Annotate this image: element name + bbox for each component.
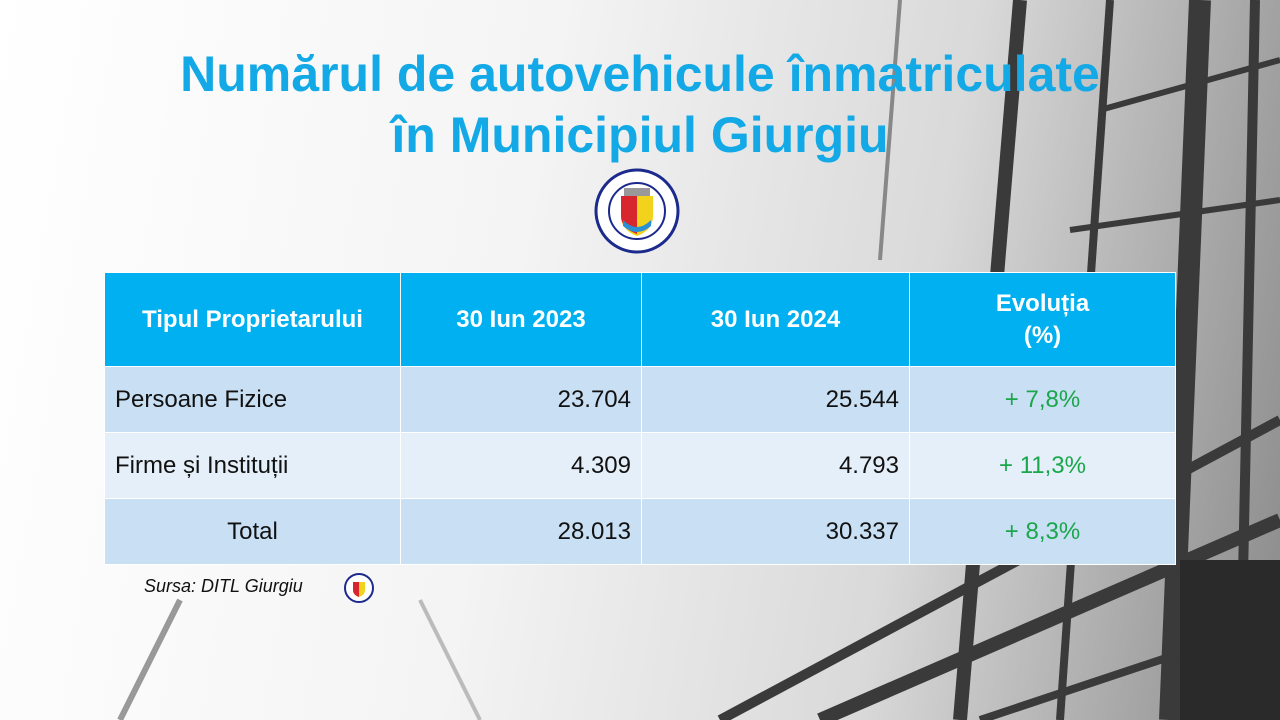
table-row: Persoane Fizice 23.704 25.544 + 7,8% [104,366,1176,433]
table-header-row: Tipul Proprietarului 30 Iun 2023 30 Iun … [104,272,1176,367]
value-2023: 28.013 [400,498,642,565]
page-title-line1: Numărul de autovehicule înmatriculate [180,46,1100,102]
value-2023: 23.704 [400,366,642,433]
header-evolution-unit: (%) [1023,321,1062,349]
table-row-total: Total 28.013 30.337 + 8,3% [104,498,1176,565]
header-2023: 30 Iun 2023 [400,272,642,367]
header-2024: 30 Iun 2024 [641,272,910,367]
value-2024: 30.337 [641,498,910,565]
table-row: Firme și Instituții 4.309 4.793 + 11,3% [104,432,1176,499]
value-2024: 4.793 [641,432,910,499]
owner-type: Firme și Instituții [104,432,401,499]
value-2024: 25.544 [641,366,910,433]
page-title-line2: în Municipiul Giurgiu [391,107,889,163]
header-evolution: Evoluția (%) [909,272,1176,367]
value-2023: 4.309 [400,432,642,499]
header-evolution-label: Evoluția [995,289,1090,317]
evolution: + 8,3% [909,498,1176,565]
owner-type: Persoane Fizice [104,366,401,433]
vehicle-registrations-table: Tipul Proprietarului 30 Iun 2023 30 Iun … [104,272,1176,565]
ditl-small-logo-icon [344,573,374,603]
source-note: Sursa: DITL Giurgiu [144,576,303,596]
header-owner-type: Tipul Proprietarului [104,272,401,367]
evolution: + 11,3% [909,432,1176,499]
evolution: + 7,8% [909,366,1176,433]
owner-type: Total [104,498,401,565]
ditl-logo-icon [594,168,680,254]
